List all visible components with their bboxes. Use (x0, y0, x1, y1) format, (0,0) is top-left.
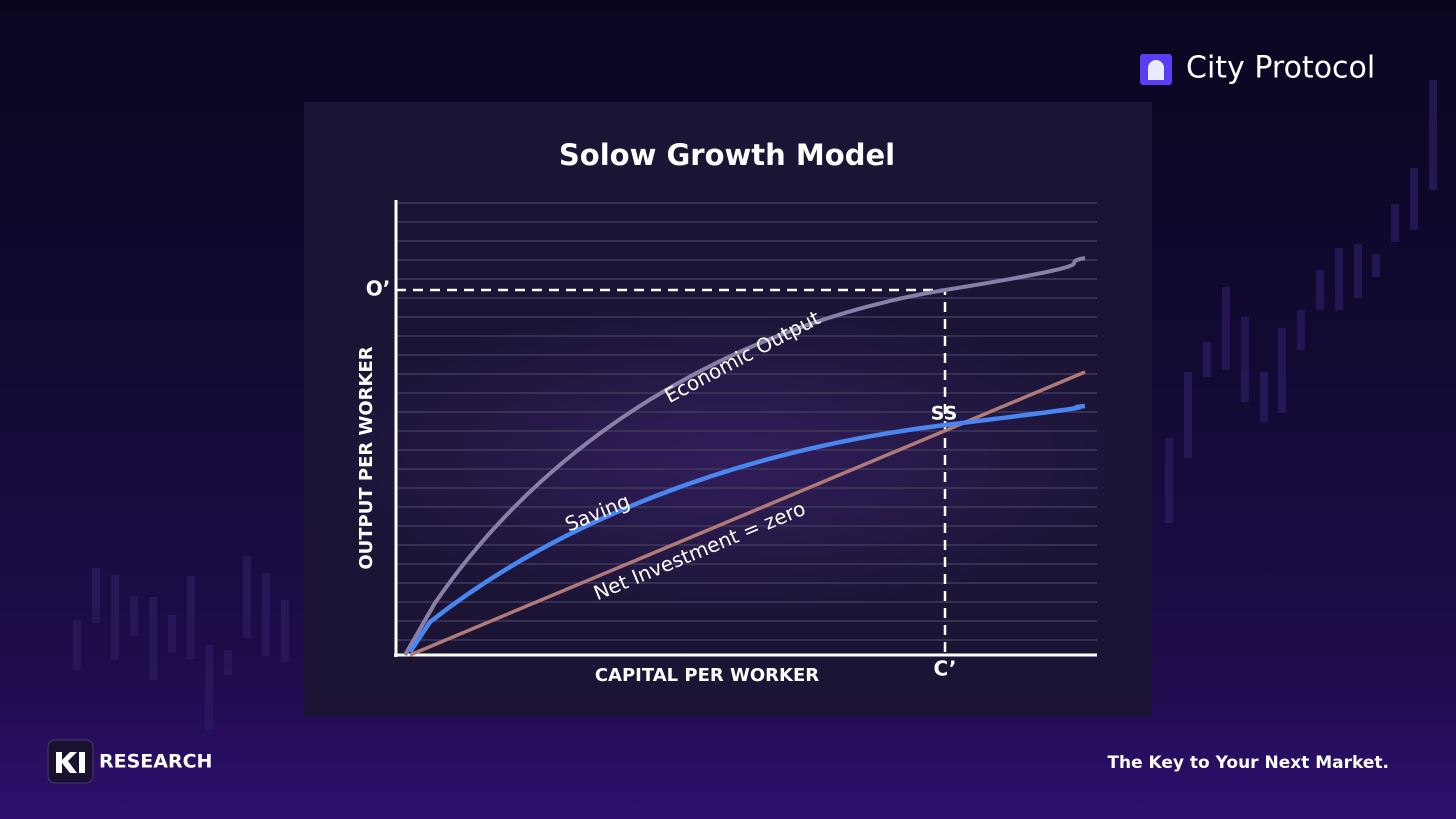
brand-name: City Protocol (1186, 51, 1375, 86)
grid-lines (396, 202, 1097, 641)
x-axis-label: CAPITAL PER WORKER (595, 665, 819, 686)
chart-title: Solow Growth Model (559, 138, 895, 172)
panel-glow (310, 300, 1150, 620)
footer-brand: RESEARCH (99, 751, 212, 773)
net-investment-line (409, 370, 1086, 657)
steady-state-label: SS (931, 403, 958, 425)
brand-logo-mark (1148, 60, 1164, 80)
economic-output-curve (403, 256, 1086, 656)
footer-logo-mark (56, 752, 85, 773)
footer-tagline: The Key to Your Next Market. (1107, 753, 1389, 773)
footer-logo (47, 739, 94, 784)
background-candles (73, 80, 1437, 730)
saving-curve (408, 403, 1086, 654)
y-marker: O’ (366, 277, 391, 301)
y-axis-label: OUTPUT PER WORKER (356, 346, 377, 569)
x-marker: C’ (933, 657, 956, 681)
